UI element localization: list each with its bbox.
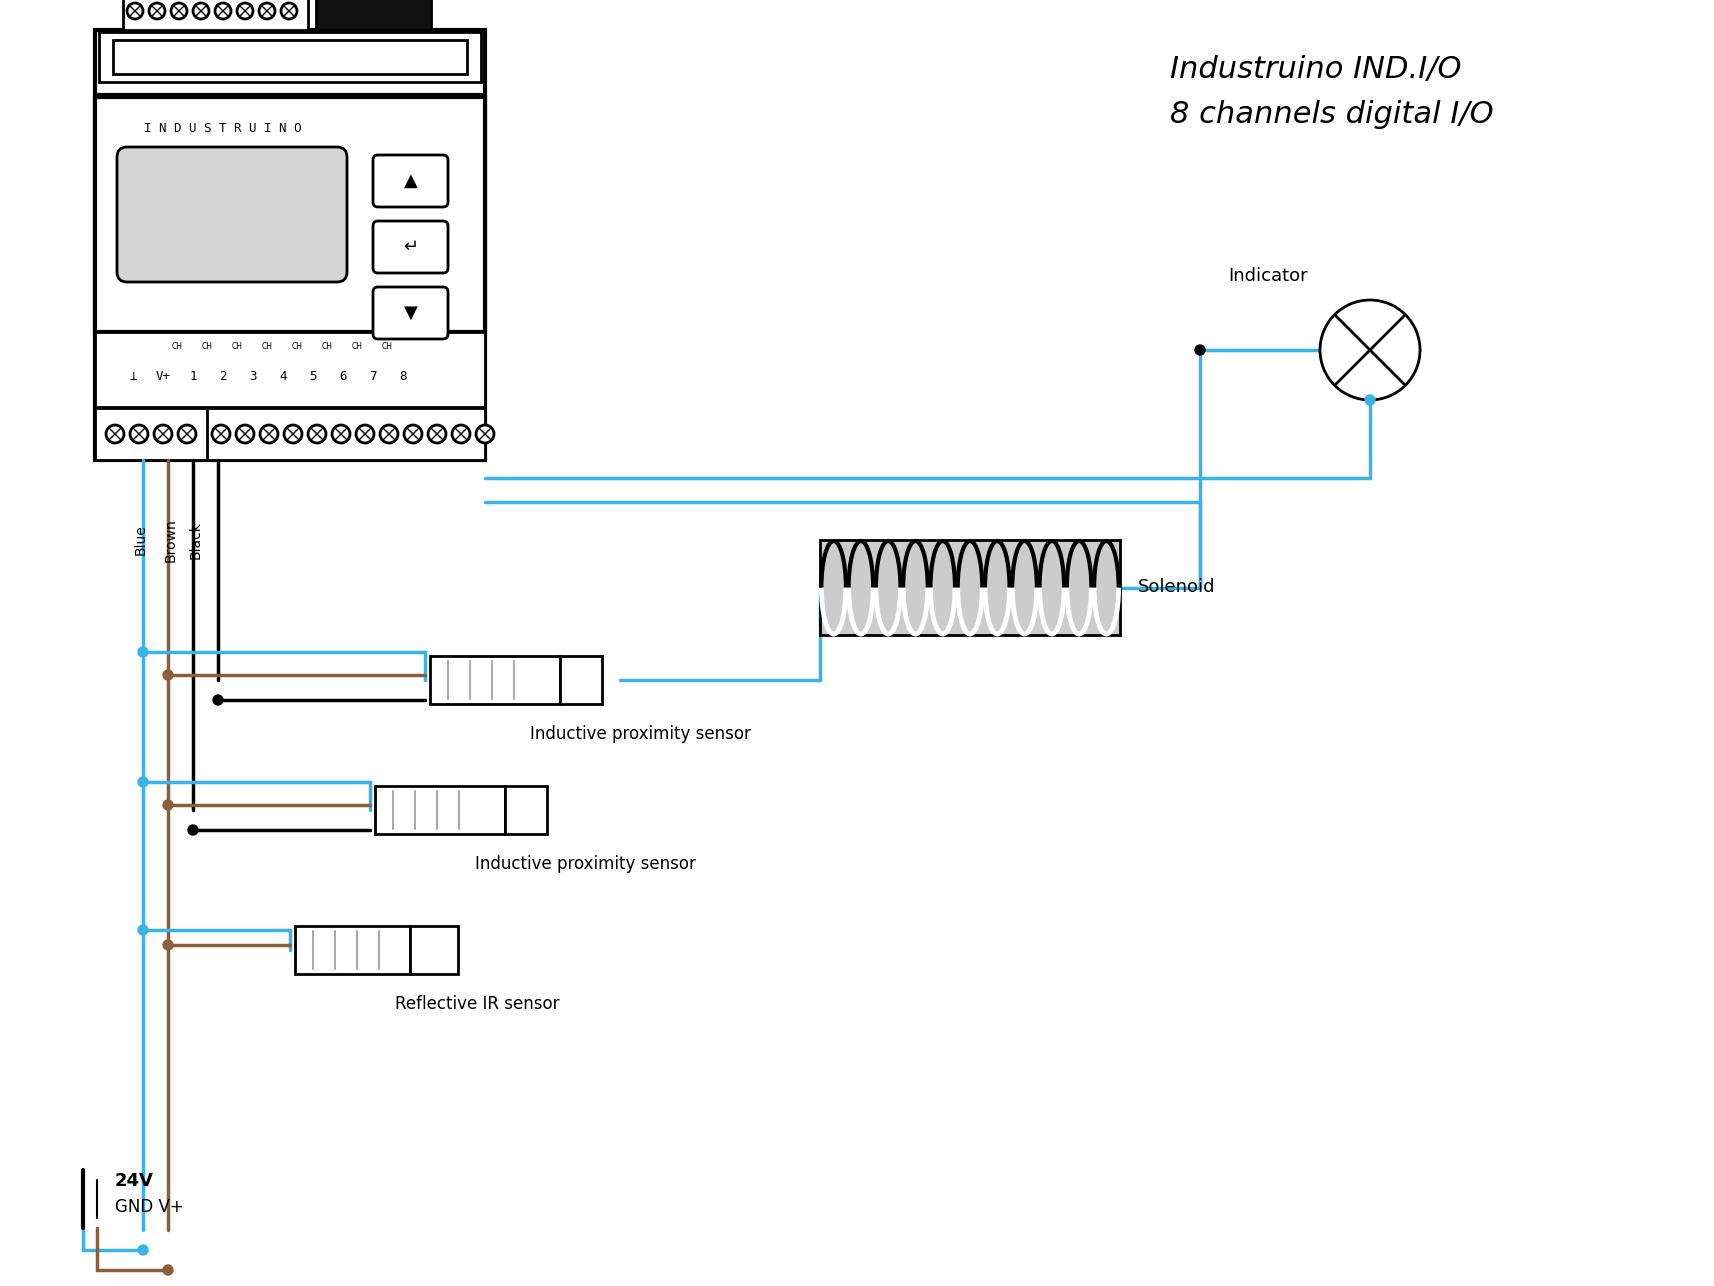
Text: CH: CH: [231, 342, 242, 351]
Circle shape: [405, 424, 422, 442]
Circle shape: [476, 424, 494, 442]
Text: 7: 7: [369, 370, 377, 383]
Circle shape: [259, 3, 274, 19]
Circle shape: [237, 3, 254, 19]
FancyBboxPatch shape: [372, 156, 447, 207]
Circle shape: [189, 826, 197, 835]
Text: CH: CH: [171, 342, 182, 351]
Text: 8 channels digital I/O: 8 channels digital I/O: [1169, 100, 1493, 129]
Circle shape: [357, 424, 374, 442]
Circle shape: [194, 3, 209, 19]
Text: 8: 8: [399, 370, 406, 383]
Text: 5: 5: [309, 370, 317, 383]
Bar: [560, 656, 602, 703]
Bar: [94, 332, 485, 406]
Circle shape: [137, 925, 147, 935]
Circle shape: [154, 424, 171, 442]
Text: 1: 1: [189, 370, 197, 383]
Text: Black: Black: [189, 521, 202, 559]
Circle shape: [137, 647, 147, 657]
Text: Brown: Brown: [165, 518, 178, 562]
Text: 4: 4: [279, 370, 286, 383]
FancyBboxPatch shape: [372, 287, 447, 340]
Circle shape: [1364, 395, 1375, 405]
Circle shape: [163, 670, 173, 680]
Circle shape: [163, 940, 173, 950]
Circle shape: [1195, 345, 1205, 355]
Text: CH: CH: [201, 342, 213, 351]
Text: Indicator: Indicator: [1227, 267, 1308, 285]
Text: 6: 6: [339, 370, 346, 383]
Circle shape: [281, 3, 297, 19]
Text: ↵: ↵: [403, 238, 418, 256]
Circle shape: [130, 424, 147, 442]
FancyBboxPatch shape: [117, 147, 346, 282]
Text: ⊥: ⊥: [129, 370, 137, 383]
Text: Inductive proximity sensor: Inductive proximity sensor: [475, 855, 696, 873]
Circle shape: [261, 424, 278, 442]
Bar: [113, 40, 466, 75]
Bar: [94, 30, 485, 460]
Text: I N D U S T R U I N O: I N D U S T R U I N O: [144, 122, 302, 135]
Circle shape: [149, 3, 165, 19]
Bar: [504, 786, 547, 835]
Text: 2: 2: [219, 370, 226, 383]
Bar: [430, 656, 560, 703]
Circle shape: [214, 3, 231, 19]
Bar: [819, 540, 1119, 635]
Circle shape: [285, 424, 302, 442]
Text: Inductive proximity sensor: Inductive proximity sensor: [530, 725, 751, 743]
Circle shape: [163, 800, 173, 810]
Circle shape: [309, 424, 326, 442]
Bar: [410, 926, 458, 974]
Bar: [94, 96, 485, 332]
Text: CH: CH: [261, 342, 273, 351]
Circle shape: [333, 424, 350, 442]
Circle shape: [213, 424, 230, 442]
Bar: [295, 926, 410, 974]
Circle shape: [178, 424, 195, 442]
Text: Reflective IR sensor: Reflective IR sensor: [394, 995, 559, 1013]
Text: Industruino IND.I/O: Industruino IND.I/O: [1169, 55, 1460, 84]
Text: ▼: ▼: [403, 303, 417, 322]
Text: GND V+: GND V+: [115, 1199, 183, 1217]
Circle shape: [137, 1245, 147, 1255]
Text: Solenoid: Solenoid: [1138, 579, 1215, 597]
Bar: [123, 0, 309, 30]
Text: 3: 3: [249, 370, 257, 383]
Circle shape: [106, 424, 123, 442]
Circle shape: [428, 424, 446, 442]
Circle shape: [213, 694, 223, 705]
Circle shape: [452, 424, 470, 442]
Text: V+: V+: [156, 370, 170, 383]
Text: CH: CH: [381, 342, 393, 351]
Text: 24V: 24V: [115, 1172, 154, 1190]
Circle shape: [171, 3, 187, 19]
Bar: [99, 32, 480, 82]
Circle shape: [137, 777, 147, 787]
Bar: [94, 408, 485, 460]
Circle shape: [1320, 300, 1419, 400]
Text: CH: CH: [291, 342, 302, 351]
Text: CH: CH: [321, 342, 333, 351]
Bar: [315, 0, 430, 30]
Text: ▲: ▲: [403, 172, 417, 190]
Text: CH: CH: [351, 342, 362, 351]
FancyBboxPatch shape: [372, 221, 447, 273]
Circle shape: [237, 424, 254, 442]
Circle shape: [163, 1265, 173, 1274]
Bar: [375, 786, 504, 835]
Text: Blue: Blue: [134, 525, 147, 556]
Circle shape: [381, 424, 398, 442]
Circle shape: [127, 3, 142, 19]
